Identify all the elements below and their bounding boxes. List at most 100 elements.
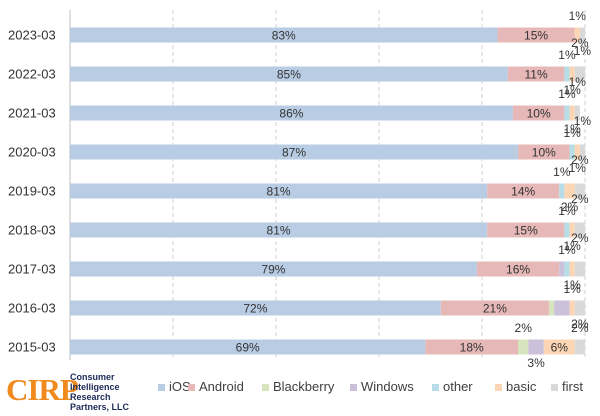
- value-label: 10%: [527, 107, 551, 121]
- bar-segment: [440, 300, 549, 316]
- small-value-label: 2%: [571, 231, 589, 245]
- small-value-label: 1%: [563, 278, 581, 292]
- category-label: 2015-03: [8, 340, 56, 355]
- legend-swatch: [432, 384, 439, 391]
- logo-line-4: Partners, LLC: [70, 402, 130, 412]
- category-label: 2020-03: [8, 145, 56, 160]
- bar-segment: [564, 261, 570, 277]
- value-label: 69%: [236, 341, 260, 355]
- legend-swatch: [350, 384, 357, 391]
- small-value-label: 2%: [515, 321, 533, 335]
- bar-segment: [574, 339, 585, 355]
- bar-segment: [569, 66, 575, 82]
- bar-segment: [497, 27, 575, 43]
- small-value-label: 2%: [561, 200, 579, 214]
- legend: iOS Android Blackberry Windows other basic fir…: [158, 379, 583, 394]
- small-value-label: 1%: [563, 239, 581, 253]
- value-label: 83%: [272, 29, 296, 43]
- bar-segment: [574, 66, 585, 82]
- bar-segment: [70, 144, 519, 160]
- small-value-label: 1%: [569, 9, 587, 23]
- bar-segment: [476, 261, 560, 277]
- small-value-label: 2%: [571, 317, 589, 331]
- small-value-label: 1%: [563, 282, 581, 296]
- small-value-label: 2%: [571, 192, 589, 206]
- bar-segment: [559, 183, 565, 199]
- value-label: 15%: [524, 29, 548, 43]
- logo-line-2: Intelligence: [70, 382, 120, 392]
- legend-item: basic: [495, 379, 537, 394]
- bar-segment: [518, 144, 570, 160]
- bar-segment: [70, 222, 488, 238]
- small-value-label: 1%: [558, 87, 576, 101]
- bar-segment: [579, 27, 585, 43]
- value-label: 16%: [506, 263, 530, 277]
- bar-segment: [70, 27, 498, 43]
- bar-segment: [574, 144, 580, 160]
- legend-label: iOS: [169, 379, 191, 394]
- legend-item: Blackberry: [262, 379, 335, 394]
- bar-segment: [574, 105, 580, 121]
- bar-segment: [569, 300, 575, 316]
- logo-line-3: Research: [70, 392, 111, 402]
- value-label: 87%: [282, 146, 306, 160]
- category-label: 2017-03: [8, 262, 56, 277]
- legend-item: iOS: [158, 379, 191, 394]
- bar-segment: [564, 66, 570, 82]
- small-value-label: 2%: [571, 153, 589, 167]
- legend-item: other: [432, 379, 473, 394]
- value-label: 86%: [279, 107, 303, 121]
- legend-swatch: [188, 384, 195, 391]
- bars: [70, 27, 585, 355]
- value-label: 79%: [261, 263, 285, 277]
- bar-segment: [543, 339, 575, 355]
- category-label: 2022-03: [8, 67, 56, 82]
- bar-segment: [559, 261, 565, 277]
- small-value-label: 1%: [569, 75, 587, 89]
- small-value-label: 1%: [569, 161, 587, 175]
- bar-segment: [70, 183, 488, 199]
- legend-item: Windows: [350, 379, 414, 394]
- bar-segment: [528, 339, 544, 355]
- legend-label: first: [562, 379, 583, 394]
- logo-line-1: Consumer: [70, 372, 115, 382]
- category-label: 2018-03: [8, 223, 56, 238]
- small-value-label: 1%: [563, 126, 581, 140]
- bar-segment: [569, 261, 575, 277]
- value-label: 15%: [514, 224, 538, 238]
- small-value-label: 1%: [553, 165, 571, 179]
- legend-swatch: [158, 384, 165, 391]
- bar-segment: [569, 105, 575, 121]
- bar-segment: [70, 261, 477, 277]
- cirp-logo: CIRP Consumer Intelligence Research Part…: [4, 370, 139, 414]
- logo-mark: CIRP: [6, 372, 79, 407]
- value-label: 10%: [532, 146, 556, 160]
- bar-segment: [70, 66, 508, 82]
- bar-segment: [548, 300, 555, 316]
- legend-label: basic: [506, 379, 537, 394]
- bar-segment: [70, 105, 513, 121]
- category-label: 2021-03: [8, 106, 56, 121]
- legend-label: other: [443, 379, 473, 394]
- bar-segment: [425, 339, 519, 355]
- small-value-label: 2%: [571, 321, 589, 335]
- value-label: 18%: [460, 341, 484, 355]
- small-value-label: 1%: [558, 243, 576, 257]
- bar-segment: [574, 300, 585, 316]
- bar-segment: [564, 105, 570, 121]
- legend-swatch: [551, 384, 558, 391]
- bar-segment: [574, 183, 585, 199]
- bar-segment: [70, 300, 441, 316]
- bar-segment: [564, 222, 570, 238]
- small-value-label: 2%: [571, 36, 589, 50]
- small-value-label: 3%: [527, 356, 545, 370]
- category-label: 2019-03: [8, 184, 56, 199]
- bar-segment: [507, 66, 565, 82]
- legend-label: Blackberry: [273, 379, 335, 394]
- value-label: 14%: [511, 185, 535, 199]
- value-label: 81%: [267, 224, 291, 238]
- value-label: 72%: [243, 302, 267, 316]
- bar-segment: [70, 339, 426, 355]
- bar-segment: [574, 261, 585, 277]
